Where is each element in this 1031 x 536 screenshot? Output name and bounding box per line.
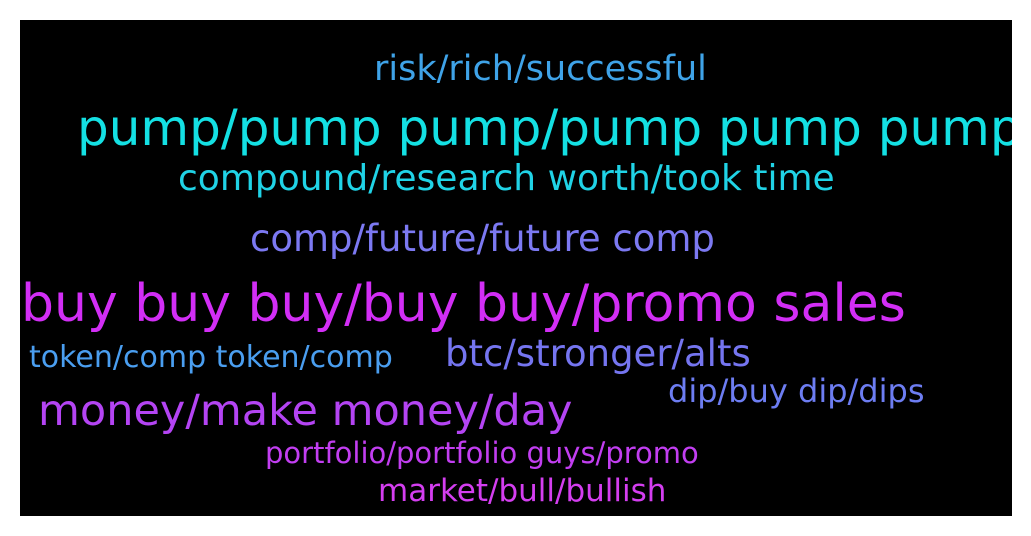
word-market-bull: market/bull/bullish bbox=[378, 473, 667, 509]
word-dip-buy: dip/buy dip/dips bbox=[668, 372, 925, 410]
word-portfolio-guys: portfolio/portfolio guys/promo bbox=[265, 436, 699, 470]
word-btc-stronger-alts: btc/stronger/alts bbox=[445, 332, 751, 375]
word-pump-pump: pump/pump pump/pump pump pump bbox=[77, 99, 1012, 157]
word-compound-research: compound/research worth/took time bbox=[178, 158, 835, 199]
word-token-comp: token/comp token/comp bbox=[29, 340, 393, 375]
word-cloud-canvas: risk/rich/successful pump/pump pump/pump… bbox=[20, 20, 1012, 516]
word-risk-rich-successful: risk/rich/successful bbox=[374, 49, 707, 89]
word-buy-buy: buy buy buy/buy buy/promo sales bbox=[21, 274, 906, 334]
word-comp-future: comp/future/future comp bbox=[250, 217, 715, 260]
word-money-make-money: money/make money/day bbox=[38, 386, 573, 436]
